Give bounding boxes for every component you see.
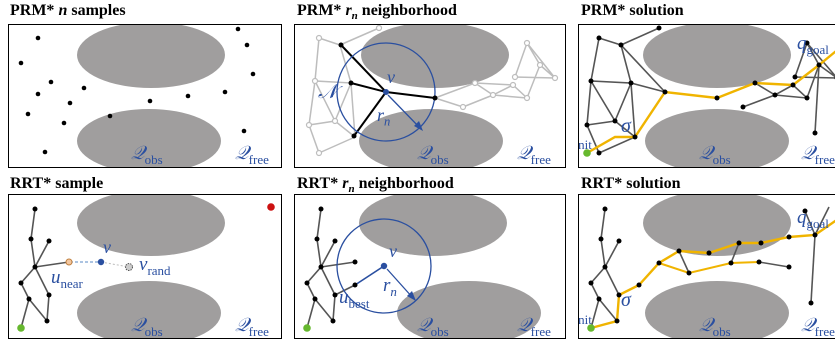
q-free-label: 𝒬free	[801, 315, 835, 339]
random-sample	[125, 263, 133, 271]
panel-prm-solution: qinit σ qgoal 𝒬obs 𝒬free	[578, 24, 835, 168]
q-free-label: 𝒬free	[801, 143, 835, 167]
q-obs-label: 𝒬obs	[699, 315, 731, 339]
panel-rrt-sample: v vrand unear 𝒬obs 𝒬free	[8, 194, 282, 339]
obstacle-bottom	[359, 109, 503, 167]
start-node	[587, 324, 595, 332]
q-obs-label: 𝒬obs	[417, 143, 449, 167]
tree-nodes	[304, 206, 358, 324]
q-obs-label: 𝒬obs	[699, 143, 731, 167]
obstacle-top	[643, 195, 791, 256]
start-node	[17, 324, 25, 332]
obstacle-top	[643, 25, 791, 88]
tree-edges	[590, 206, 830, 329]
obstacle-bottom	[645, 109, 789, 167]
q-init-label: qinit	[578, 311, 592, 327]
obstacle-bottom	[397, 281, 541, 338]
obstacle-bottom	[77, 281, 221, 338]
roadmap-nodes	[584, 25, 835, 156]
roadmap-nodes	[305, 25, 559, 157]
best-parent-edge	[354, 265, 385, 286]
neighborhood-set-label: 𝒩	[318, 81, 338, 103]
panel-rrt-solution: qinit σ qgoal 𝒬obs 𝒬free	[578, 194, 835, 339]
neighborhood-circle	[336, 42, 436, 142]
start-node	[303, 324, 311, 332]
obstacle-top	[359, 195, 507, 256]
obstacle-top	[361, 25, 509, 88]
title-rrt-solution: RRT* solution	[581, 175, 681, 192]
radius-arrowhead	[407, 291, 416, 301]
title-prm-samples: PRM* n samples	[10, 2, 126, 19]
extension-to-rand	[100, 261, 130, 268]
sample-points	[18, 26, 256, 155]
radius-arrow	[387, 94, 421, 129]
solution-path	[590, 219, 835, 330]
q-obs-label: 𝒬obs	[417, 315, 449, 339]
v-label: v	[387, 67, 395, 87]
solution-branch	[658, 261, 760, 275]
u-best-label: ubest	[339, 287, 370, 311]
v-rand-label: vrand	[139, 254, 171, 278]
q-obs-label: 𝒬obs	[131, 143, 163, 167]
sigma-label: σ	[621, 115, 631, 137]
prm-neighborhood-drawing	[305, 25, 559, 167]
roadmap-edges	[586, 27, 835, 154]
q-free-label: 𝒬free	[517, 315, 551, 339]
start-node	[583, 149, 591, 157]
obstacle-top	[77, 195, 225, 256]
q-free-label: 𝒬free	[235, 315, 269, 339]
r-n-label: rn	[383, 275, 397, 299]
q-goal-label: qgoal	[797, 33, 829, 57]
neighborhood-circle	[336, 218, 432, 314]
prm-solution-drawing	[583, 25, 835, 167]
radius-arrowhead	[414, 121, 423, 131]
title-rrt-sample: RRT* sample	[10, 175, 104, 192]
q-goal-label: qgoal	[797, 207, 829, 231]
title-prm-solution: PRM* solution	[581, 2, 684, 19]
rrt-neighborhood-drawing	[303, 195, 541, 338]
roadmap-edges	[308, 27, 556, 154]
goal-node	[267, 203, 275, 211]
rrt-sample-drawing	[17, 195, 275, 338]
v-label: v	[103, 237, 111, 257]
tree-nodes	[18, 206, 52, 324]
sigma-label: σ	[621, 289, 631, 311]
obstacle-top	[77, 25, 225, 88]
u-near-label: unear	[51, 267, 83, 291]
prm-samples-drawing	[18, 25, 256, 167]
tree-edges	[306, 208, 356, 329]
radius-arrow	[386, 268, 414, 299]
panel-prm-neighborhood: 𝒩 v rn 𝒬obs 𝒬free	[294, 24, 566, 168]
panel-rrt-neighborhood: v rn ubest 𝒬obs 𝒬free	[294, 194, 566, 339]
v-label: v	[389, 241, 397, 261]
title-prm-neighborhood: PRM* rn neighborhood	[297, 2, 457, 23]
q-init-label: qinit	[578, 136, 592, 152]
q-obs-label: 𝒬obs	[131, 315, 163, 339]
rrt-solution-drawing	[587, 195, 835, 338]
tree-nodes	[588, 206, 818, 324]
obstacle-bottom	[645, 281, 789, 338]
obstacle-bottom	[77, 109, 221, 167]
panel-prm-samples: 𝒬obs 𝒬free	[8, 24, 282, 168]
q-free-label: 𝒬free	[517, 143, 551, 167]
neighborhood-edges	[340, 44, 436, 137]
title-rrt-neighborhood: RRT* rn neighborhood	[297, 175, 454, 196]
nearest-node	[65, 258, 73, 266]
new-node	[97, 258, 105, 266]
r-n-label: rn	[377, 105, 391, 129]
q-free-label: 𝒬free	[235, 143, 269, 167]
new-node	[380, 262, 388, 270]
